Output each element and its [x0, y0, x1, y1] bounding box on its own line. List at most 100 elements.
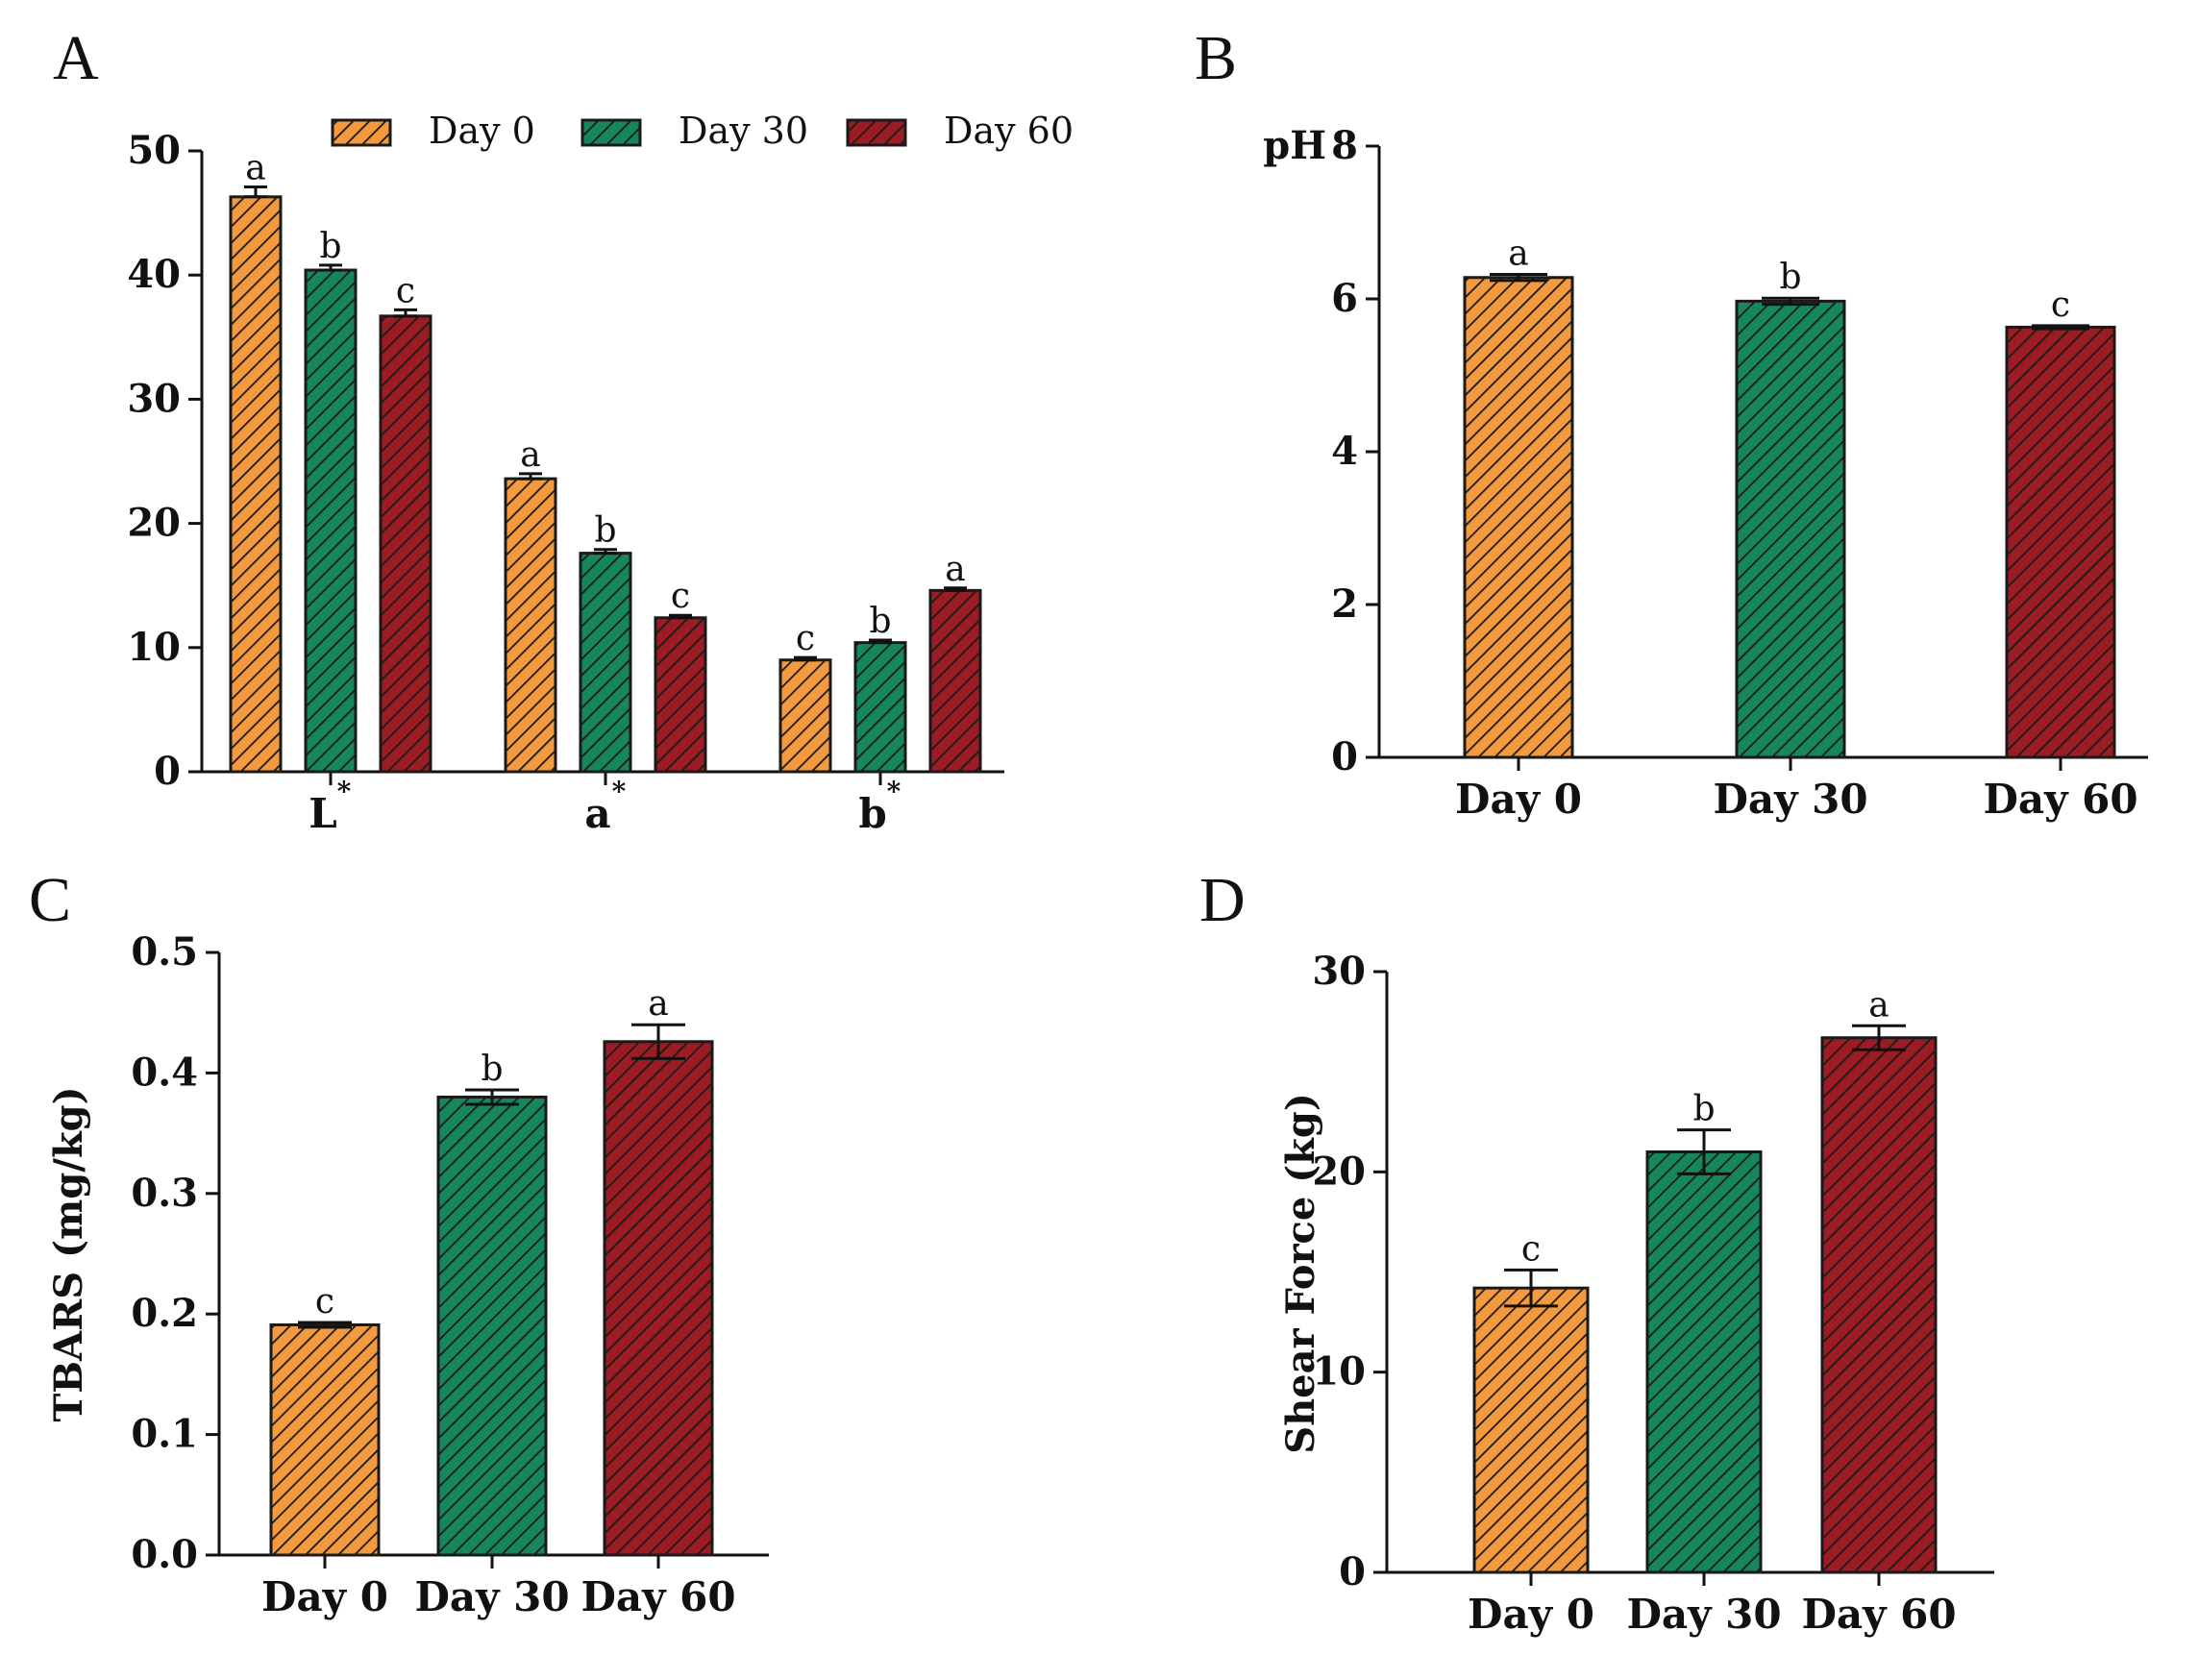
panel-a-bar-hatch	[379, 314, 432, 774]
panel-a-error-bar	[594, 548, 617, 556]
panel-letter-a: A	[53, 23, 99, 93]
panel-b-category-label: Day 0	[1455, 776, 1582, 823]
panel-c-y-tick-label: 0.0	[131, 1532, 198, 1577]
panel-a-bar-hatch	[654, 616, 707, 774]
panel-a-significance-letter: c	[396, 271, 415, 310]
panel-a-bar-hatch	[778, 658, 832, 774]
panel-a-y-tick-label: 30	[127, 376, 181, 421]
panel-d-bar	[1645, 1150, 1763, 1574]
panel-b-category-label: Day 30	[1713, 776, 1867, 823]
legend-label: Day 30	[679, 110, 808, 152]
panel-c-error-bar	[631, 1023, 685, 1060]
panel-a-significance-letter: a	[520, 435, 540, 475]
panel-d-bar	[1472, 1286, 1590, 1574]
panel-a-error-bar	[944, 586, 967, 592]
panel-b-error-bar	[2032, 324, 2089, 331]
panel-b-bar-hatch	[2005, 325, 2116, 759]
panel-a-y-tick-label: 50	[127, 128, 181, 173]
legend-swatch-hatch	[846, 118, 907, 147]
panel-b-bar	[2005, 325, 2116, 759]
panel-c-bar	[603, 1040, 714, 1557]
panel-d-y-tick-label: 10	[1312, 1349, 1366, 1395]
panel-d-bar-hatch	[1645, 1150, 1763, 1574]
panel-b-significance-letter: a	[1508, 235, 1528, 274]
panel-b-y-axis-label: pH	[1263, 123, 1326, 168]
panel-a-significance-letter: c	[671, 577, 690, 616]
panel-d-significance-letter: c	[1521, 1229, 1541, 1269]
panel-a-error-bar	[669, 613, 692, 620]
panel-a-bar	[928, 588, 982, 774]
panel-c-y-tick-label: 0.4	[131, 1050, 198, 1095]
panel-a-error-bar	[319, 263, 342, 272]
panel-d-error-bar	[1504, 1268, 1558, 1308]
panel-a-bar-hatch	[853, 641, 907, 774]
panel-a-bar	[853, 641, 907, 774]
panel-a-significance-letter: c	[796, 619, 815, 658]
panel-a-significance-letter: b	[594, 511, 616, 551]
panel-a-bar	[229, 195, 283, 774]
panel-c-bar-hatch	[603, 1040, 714, 1557]
panel-d-y-tick-label: 20	[1312, 1149, 1366, 1194]
panel-b-y-tick-label: 8	[1331, 123, 1358, 168]
panel-c-y-tick-label: 0.1	[131, 1412, 198, 1457]
panel-b-category-label: Day 60	[1983, 776, 2137, 823]
panel-b-error-bar	[1490, 273, 1547, 283]
panel-a-category-superscript: *	[612, 776, 627, 807]
panel-a-category-superscript: *	[337, 776, 352, 807]
panel-b-bar	[1735, 299, 1846, 759]
panel-a-significance-letter: b	[869, 602, 891, 641]
panel-a-bar-hatch	[504, 477, 557, 774]
panel-c-category-label: Day 60	[580, 1573, 735, 1620]
panel-a-bar-hatch	[579, 552, 632, 774]
panel-a-bar	[379, 314, 432, 774]
panel-d-error-bar	[1677, 1128, 1731, 1175]
panel-a-bar	[579, 552, 632, 774]
panel-d-bar	[1820, 1036, 1938, 1574]
panel-a-bar	[654, 616, 707, 774]
panel-c-significance-letter: a	[648, 984, 668, 1024]
panel-a-bar-hatch	[229, 195, 283, 774]
panel-b-y-tick-label: 0	[1331, 734, 1358, 779]
panel-a-y-tick-label: 0	[154, 749, 181, 794]
panel-b-significance-letter: c	[2051, 285, 2070, 325]
panel-d-significance-letter: b	[1692, 1090, 1715, 1129]
panel-d-bar-hatch	[1472, 1286, 1590, 1574]
panel-a-y-tick-label: 20	[127, 501, 181, 546]
panel-c-bar	[436, 1095, 548, 1557]
legend-label: Day 60	[944, 110, 1074, 152]
panel-a-significance-letter: b	[319, 227, 341, 266]
panel-a-category-label: a	[584, 790, 610, 837]
panel-a-significance-letter: a	[945, 550, 965, 589]
panel-a-bar	[778, 658, 832, 774]
panel-a-category-superscript: *	[887, 776, 901, 807]
panel-b-y-tick-label: 2	[1331, 581, 1358, 627]
panel-a-bar	[504, 477, 557, 774]
panel-letter-b: B	[1195, 23, 1237, 93]
panel-d-bar-hatch	[1820, 1036, 1938, 1574]
legend-swatch-hatch	[580, 118, 642, 147]
panel-a-error-bar	[869, 638, 892, 645]
panel-d-y-axis-label: Shear Force (kg)	[1278, 1093, 1323, 1454]
panel-c-category-label: Day 0	[261, 1573, 388, 1620]
panel-letter-c: C	[29, 865, 71, 935]
panel-c-category-label: Day 30	[414, 1573, 569, 1620]
panel-c-y-axis-label: TBARS (mg/kg)	[46, 1086, 91, 1421]
panel-b-bar	[1463, 276, 1574, 759]
panel-a-bar	[304, 268, 358, 774]
panel-c-significance-letter: b	[481, 1050, 503, 1089]
panel-a-y-tick-label: 10	[127, 625, 181, 670]
panel-b-significance-letter: b	[1779, 258, 1801, 297]
panel-c-bar-hatch	[436, 1095, 548, 1557]
panel-d-category-label: Day 0	[1468, 1591, 1594, 1638]
panel-a-y-tick-label: 40	[127, 252, 181, 297]
panel-c-error-bar	[465, 1088, 519, 1106]
panel-d-y-tick-label: 0	[1339, 1549, 1366, 1594]
panel-letter-d: D	[1199, 865, 1246, 935]
panel-a-category-label: b	[858, 790, 886, 837]
panel-c-significance-letter: c	[315, 1282, 334, 1322]
panel-b-bar-hatch	[1735, 299, 1846, 759]
panel-c-y-tick-label: 0.2	[131, 1291, 198, 1336]
panel-d-category-label: Day 60	[1801, 1591, 1956, 1638]
